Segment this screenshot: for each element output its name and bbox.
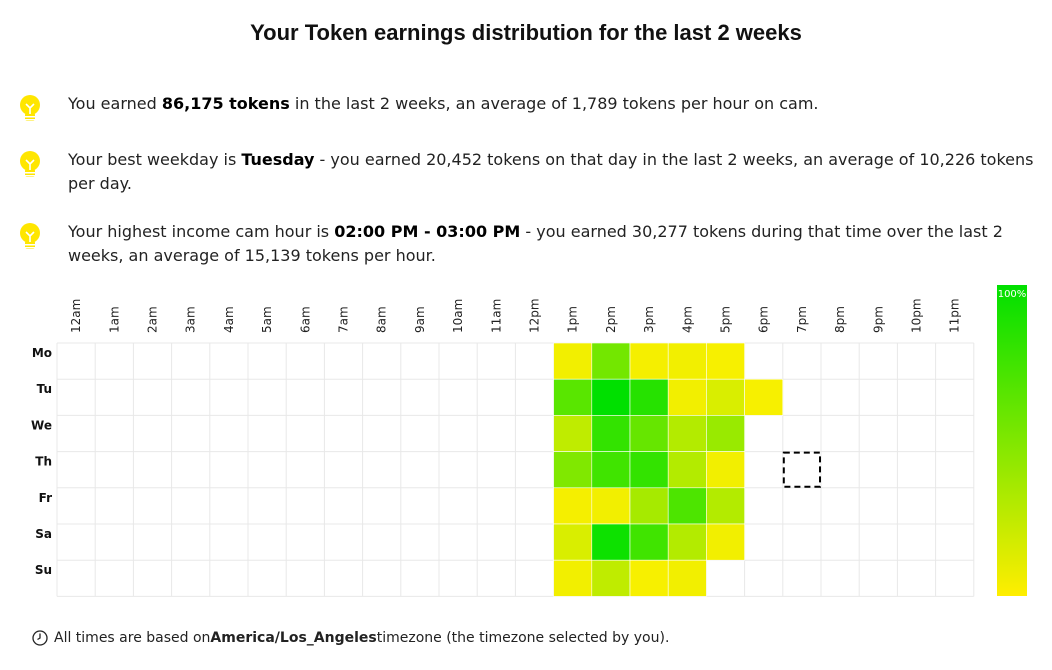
heatmap-cell[interactable] bbox=[667, 523, 707, 561]
clock-icon bbox=[32, 630, 48, 646]
heatmap-cell[interactable] bbox=[667, 451, 707, 489]
y-tick-label: Fr bbox=[39, 491, 52, 505]
heatmap-cell[interactable] bbox=[744, 378, 784, 416]
insight-text: Your best weekday is Tuesday - you earne… bbox=[68, 150, 1034, 193]
x-tick-label: 2pm bbox=[604, 306, 618, 333]
color-scale-bar bbox=[997, 285, 1027, 596]
heatmap-cell[interactable] bbox=[553, 378, 593, 416]
insight-best-weekday: Your best weekday is Tuesday - you earne… bbox=[18, 148, 1042, 196]
y-tick-label: Mo bbox=[32, 346, 52, 360]
x-tick-label: 7pm bbox=[795, 306, 809, 333]
y-tick-label: We bbox=[31, 418, 52, 432]
x-tick-label: 12pm bbox=[528, 298, 542, 333]
heatmap-cell[interactable] bbox=[591, 415, 631, 452]
x-tick-label: 9pm bbox=[871, 306, 885, 333]
insight-highlight: 02:00 PM - 03:00 PM bbox=[334, 222, 521, 241]
heatmap-cell[interactable] bbox=[553, 415, 593, 452]
x-tick-label: 11am bbox=[489, 299, 503, 333]
insight-text: You earned 86,175 tokens in the last 2 w… bbox=[68, 94, 819, 113]
heatmap-cell[interactable] bbox=[667, 487, 707, 525]
heatmap-cell[interactable] bbox=[591, 487, 631, 525]
heatmap-cell[interactable] bbox=[667, 378, 707, 416]
x-tick-label: 5am bbox=[260, 306, 274, 333]
x-tick-label: 4pm bbox=[680, 306, 694, 333]
selected-cell[interactable] bbox=[782, 451, 821, 488]
heatmap-cell[interactable] bbox=[553, 342, 593, 380]
heatmap-cell[interactable] bbox=[706, 487, 745, 525]
heatmap-cell[interactable] bbox=[706, 342, 745, 380]
heatmap-cell[interactable] bbox=[706, 378, 745, 416]
x-tick-label: 12am bbox=[69, 299, 83, 333]
x-tick-label: 8am bbox=[375, 306, 389, 333]
page-title: Your Token earnings distribution for the… bbox=[250, 20, 802, 45]
x-tick-label: 5pm bbox=[719, 306, 733, 333]
heatmap-cell[interactable] bbox=[591, 378, 631, 416]
insights-list: You earned 86,175 tokens in the last 2 w… bbox=[18, 92, 1042, 292]
insight-best-hour: Your highest income cam hour is 02:00 PM… bbox=[18, 220, 1042, 268]
x-tick-label: 9am bbox=[413, 306, 427, 333]
heatmap-cell[interactable] bbox=[706, 415, 745, 452]
heatmap-cell[interactable] bbox=[553, 523, 593, 561]
x-tick-label: 11pm bbox=[948, 298, 962, 333]
y-tick-label: Tu bbox=[37, 382, 52, 396]
x-tick-label: 2am bbox=[146, 306, 160, 333]
heatmap-cell[interactable] bbox=[629, 342, 669, 380]
y-tick-label: Su bbox=[35, 563, 52, 577]
lightbulb-icon bbox=[20, 223, 40, 249]
timezone-name: America/Los_Angeles bbox=[210, 630, 377, 646]
x-tick-label: 4am bbox=[222, 306, 236, 333]
heatmap-cell[interactable] bbox=[591, 559, 631, 597]
insight-text: Your highest income cam hour is 02:00 PM… bbox=[68, 222, 1003, 265]
earnings-heatmap: 12am 1am 2am 3am 4am 5am 6am 7am 8am 9am 10am 11am 1… bbox=[31, 285, 1027, 597]
heatmap-cell[interactable] bbox=[706, 451, 745, 489]
heatmap-cell[interactable] bbox=[591, 342, 631, 380]
heatmap-cell[interactable] bbox=[629, 451, 669, 489]
x-tick-label: 3am bbox=[184, 306, 198, 333]
x-tick-label: 1pm bbox=[566, 306, 580, 333]
heatmap-cell[interactable] bbox=[591, 451, 631, 489]
heatmap-cell[interactable] bbox=[667, 559, 707, 597]
heatmap-cell[interactable] bbox=[629, 415, 669, 452]
y-tick-label: Sa bbox=[35, 527, 52, 541]
heatmap-cell[interactable] bbox=[591, 523, 631, 561]
y-tick-label: Th bbox=[35, 455, 52, 469]
x-tick-label: 10am bbox=[451, 299, 465, 333]
x-tick-label: 1am bbox=[107, 306, 121, 333]
insight-highlight: Tuesday bbox=[241, 150, 315, 169]
heatmap-cell[interactable] bbox=[667, 342, 707, 380]
heatmap-cell[interactable] bbox=[629, 487, 669, 525]
x-tick-label: 3pm bbox=[642, 306, 656, 333]
insight-highlight: 86,175 tokens bbox=[161, 94, 290, 113]
x-tick-label: 6pm bbox=[757, 306, 771, 333]
insight-total: You earned 86,175 tokens in the last 2 w… bbox=[18, 92, 1042, 124]
x-tick-label: 8pm bbox=[833, 306, 847, 333]
x-tick-label: 7am bbox=[337, 306, 351, 333]
heatmap-cell[interactable] bbox=[629, 523, 669, 561]
lightbulb-icon bbox=[20, 95, 40, 121]
color-scale-label: 100% bbox=[998, 289, 1027, 300]
lightbulb-icon bbox=[20, 151, 40, 177]
timezone-note: All times are based on America/Los_Angel… bbox=[32, 630, 669, 646]
heatmap-cell[interactable] bbox=[553, 451, 593, 489]
heatmap-cell[interactable] bbox=[706, 523, 745, 561]
heatmap-cell[interactable] bbox=[553, 487, 593, 525]
heatmap-cell[interactable] bbox=[629, 559, 669, 597]
heatmap-cell[interactable] bbox=[553, 559, 593, 597]
x-tick-label: 10pm bbox=[910, 298, 924, 333]
heatmap-cell[interactable] bbox=[629, 378, 669, 416]
heatmap-cell[interactable] bbox=[667, 415, 707, 452]
x-tick-label: 6am bbox=[298, 306, 312, 333]
